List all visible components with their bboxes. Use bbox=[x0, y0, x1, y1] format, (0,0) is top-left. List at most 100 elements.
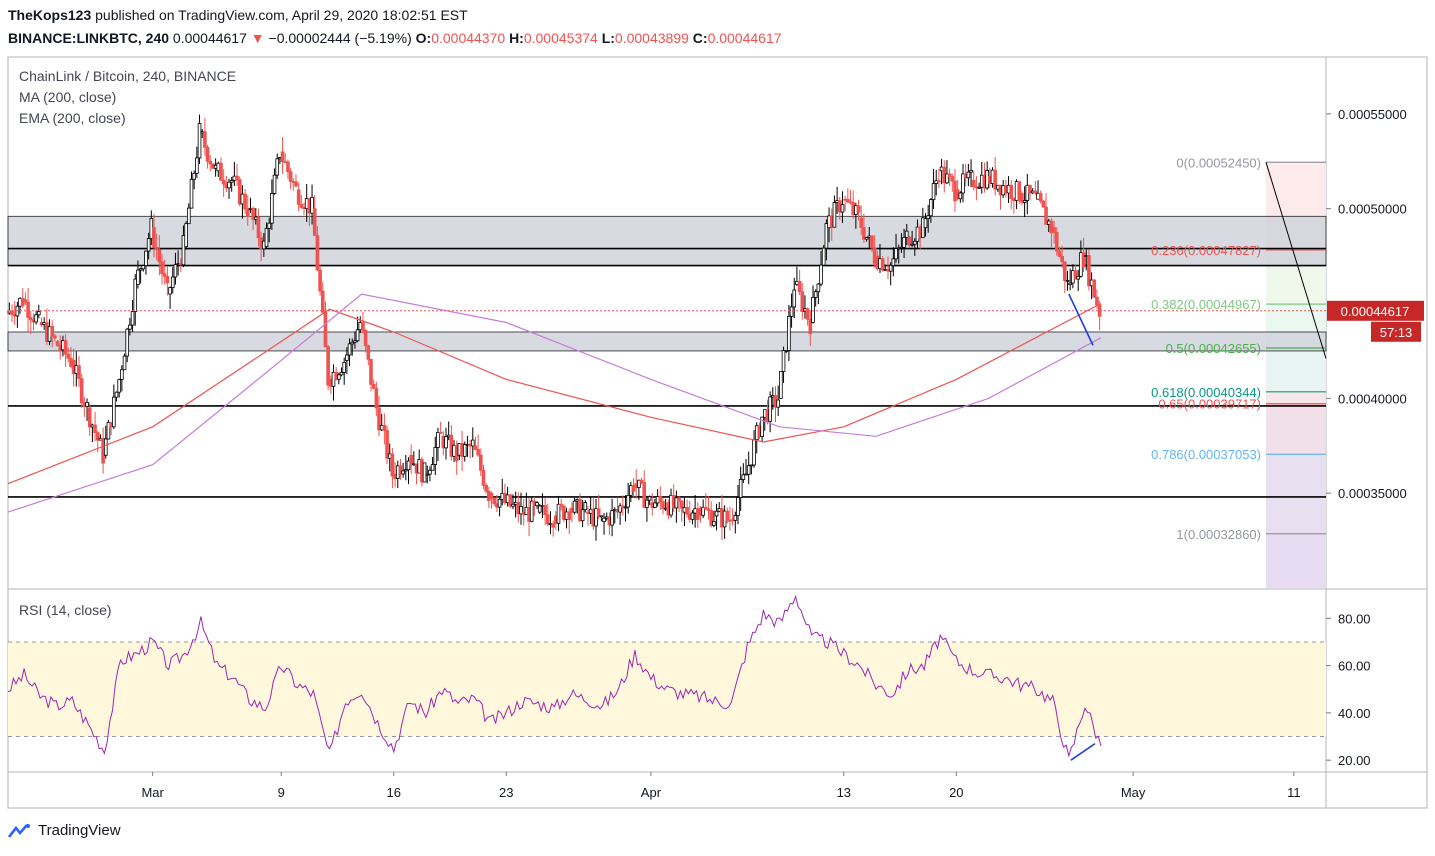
candle-body bbox=[219, 162, 223, 181]
candle-body bbox=[736, 497, 740, 516]
rsi-tick-label: 60.00 bbox=[1338, 659, 1371, 674]
candle-body bbox=[880, 258, 885, 271]
candle-body bbox=[272, 174, 277, 194]
candle-body bbox=[1060, 255, 1064, 263]
candle-body bbox=[642, 481, 647, 508]
open-label: O: bbox=[415, 30, 432, 46]
candle-body bbox=[1020, 193, 1024, 203]
candle-body bbox=[856, 205, 861, 213]
tradingview-logo[interactable]: TradingView bbox=[8, 822, 121, 839]
candle-body bbox=[275, 158, 280, 176]
candle-body bbox=[345, 354, 349, 361]
fib-zone bbox=[1266, 454, 1326, 534]
candle-body bbox=[647, 496, 652, 501]
candle-body bbox=[599, 515, 604, 518]
candle-body bbox=[819, 264, 823, 285]
candle-body bbox=[864, 237, 869, 240]
candle-body bbox=[929, 199, 933, 217]
candle-body bbox=[792, 289, 797, 308]
candle-body bbox=[1038, 192, 1043, 202]
candle-body bbox=[323, 311, 328, 348]
candle-body bbox=[805, 308, 810, 320]
fib-zone bbox=[1266, 391, 1326, 404]
candle-body bbox=[832, 202, 837, 228]
candle-body bbox=[320, 290, 325, 313]
candle-body bbox=[404, 469, 408, 472]
candle-body bbox=[1087, 255, 1091, 287]
candle-body bbox=[714, 510, 719, 517]
candle-body bbox=[551, 523, 555, 528]
candle-body bbox=[312, 208, 317, 236]
candle-body bbox=[923, 218, 928, 229]
candle-body bbox=[23, 299, 28, 303]
candle-body bbox=[444, 436, 448, 449]
candle-body bbox=[888, 264, 893, 272]
candle-body bbox=[433, 447, 438, 465]
candle-body bbox=[492, 498, 497, 505]
publish-info: TheKops123 published on TradingView.com,… bbox=[8, 7, 468, 23]
candle-body bbox=[1041, 200, 1046, 208]
time-tick-label: Mar bbox=[141, 785, 164, 800]
candle-body bbox=[353, 340, 357, 343]
candle-body bbox=[422, 462, 427, 483]
candle-body bbox=[122, 355, 127, 371]
candle-body bbox=[529, 500, 534, 522]
fib-zone bbox=[1266, 533, 1326, 588]
candle-body bbox=[977, 186, 981, 189]
candle-body bbox=[168, 287, 172, 295]
candle-body bbox=[947, 173, 952, 177]
fib-level-label: 0(0.00052450) bbox=[1176, 155, 1261, 170]
candle-body bbox=[425, 473, 430, 476]
candle-body bbox=[813, 291, 818, 298]
candle-body bbox=[160, 261, 164, 275]
candle-body bbox=[473, 445, 478, 450]
candle-body bbox=[567, 511, 572, 521]
candle-body bbox=[103, 438, 108, 456]
candle-body bbox=[583, 502, 588, 511]
candle-body bbox=[1092, 279, 1097, 298]
fib-zone bbox=[1266, 348, 1326, 392]
candle-body bbox=[50, 326, 55, 337]
candle-body bbox=[476, 449, 480, 456]
candle-body bbox=[840, 204, 845, 213]
candle-body bbox=[894, 248, 898, 260]
candle-body bbox=[760, 416, 764, 437]
fib-zone bbox=[1266, 403, 1326, 455]
price-change: −0.00002444 (−5.19%) bbox=[268, 30, 412, 46]
candle-body bbox=[602, 517, 606, 523]
ohlc-line: BINANCE:LINKBTC, 240 0.00044617 ▼ −0.000… bbox=[8, 30, 782, 46]
candle-body bbox=[37, 311, 41, 316]
candle-body bbox=[701, 506, 705, 516]
candle-body bbox=[438, 431, 443, 434]
candle-body bbox=[580, 509, 585, 522]
price-divergence-line bbox=[1068, 293, 1094, 346]
price-tick-label: 0.00050000 bbox=[1338, 202, 1407, 217]
rsi-tick-label: 80.00 bbox=[1338, 611, 1371, 626]
candle-body bbox=[1081, 252, 1086, 268]
ema-legend: EMA (200, close) bbox=[19, 110, 126, 126]
support-resistance-zone bbox=[7, 331, 1327, 352]
candle-body bbox=[789, 306, 794, 317]
support-resistance-zone bbox=[7, 215, 1327, 267]
candle-body bbox=[95, 432, 100, 441]
candle-body bbox=[93, 424, 97, 433]
candle-body bbox=[1068, 282, 1072, 285]
candle-body bbox=[1022, 200, 1027, 203]
candle-body bbox=[618, 505, 622, 513]
candle-body bbox=[152, 227, 156, 248]
candle-body bbox=[1033, 190, 1038, 194]
candle-body bbox=[184, 223, 188, 248]
candle-body bbox=[511, 503, 515, 507]
candle-body bbox=[385, 430, 389, 459]
rsi-band bbox=[8, 642, 1326, 737]
rsi-line bbox=[7, 594, 1102, 758]
candle-body bbox=[256, 216, 261, 239]
candle-body bbox=[146, 238, 151, 252]
candle-body bbox=[237, 179, 242, 205]
candle-body bbox=[945, 173, 949, 184]
candle-body bbox=[479, 454, 483, 471]
candle-body bbox=[746, 465, 751, 475]
countdown-badge bbox=[1371, 321, 1421, 342]
candle-body bbox=[374, 388, 379, 409]
